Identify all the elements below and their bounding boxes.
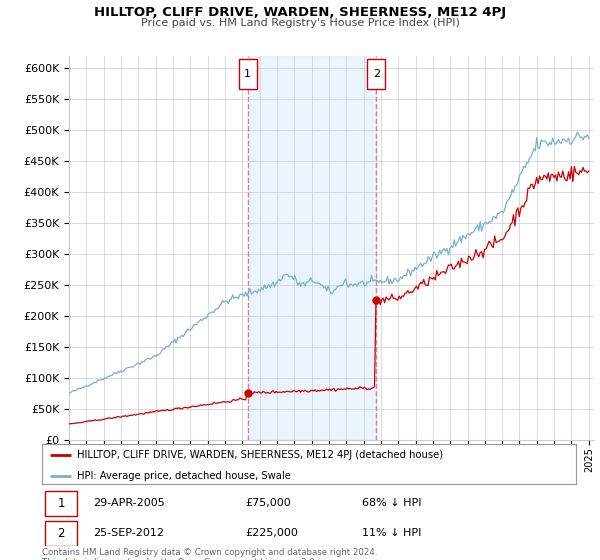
Text: Contains HM Land Registry data © Crown copyright and database right 2024.
This d: Contains HM Land Registry data © Crown c… [42, 548, 377, 560]
FancyBboxPatch shape [45, 521, 77, 545]
Text: 68% ↓ HPI: 68% ↓ HPI [362, 498, 422, 508]
Text: 11% ↓ HPI: 11% ↓ HPI [362, 528, 422, 538]
Text: 2: 2 [57, 526, 65, 540]
FancyBboxPatch shape [367, 59, 385, 90]
Bar [248, 56, 376, 440]
Text: 1: 1 [244, 69, 251, 79]
Text: Price paid vs. HM Land Registry's House Price Index (HPI): Price paid vs. HM Land Registry's House … [140, 18, 460, 28]
Text: HPI: Average price, detached house, Swale: HPI: Average price, detached house, Swal… [77, 470, 290, 480]
Text: 29-APR-2005: 29-APR-2005 [93, 498, 164, 508]
Text: £225,000: £225,000 [245, 528, 298, 538]
FancyBboxPatch shape [45, 491, 77, 516]
Text: £75,000: £75,000 [245, 498, 290, 508]
Text: 25-SEP-2012: 25-SEP-2012 [93, 528, 164, 538]
Text: 1: 1 [57, 497, 65, 510]
FancyBboxPatch shape [239, 59, 257, 90]
Text: HILLTOP, CLIFF DRIVE, WARDEN, SHEERNESS, ME12 4PJ (detached house): HILLTOP, CLIFF DRIVE, WARDEN, SHEERNESS,… [77, 450, 443, 460]
Text: 2: 2 [373, 69, 380, 79]
Text: HILLTOP, CLIFF DRIVE, WARDEN, SHEERNESS, ME12 4PJ: HILLTOP, CLIFF DRIVE, WARDEN, SHEERNESS,… [94, 6, 506, 18]
